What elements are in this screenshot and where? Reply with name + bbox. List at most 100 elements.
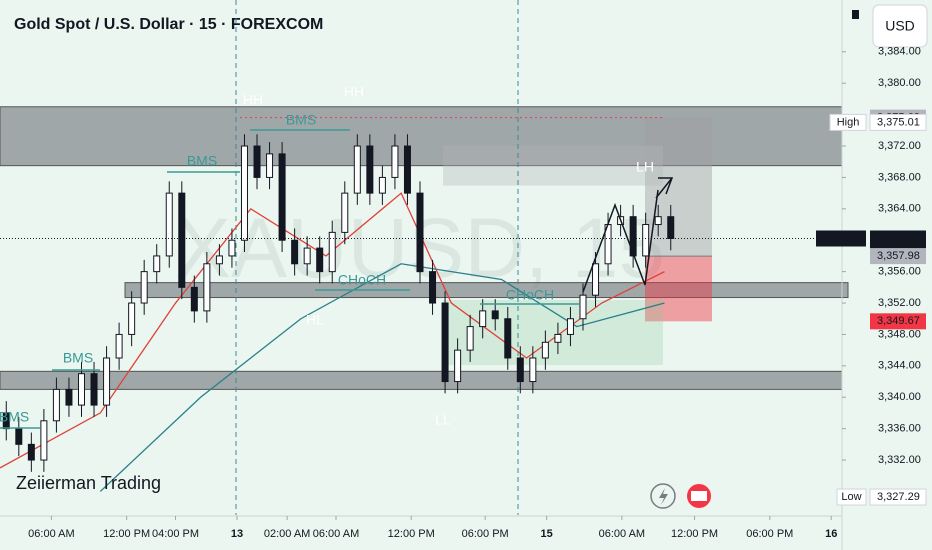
x-tick-label: 06:00 AM (599, 528, 645, 540)
price-label: 3,327.29 (877, 491, 920, 503)
annotation: BMS (63, 350, 93, 366)
currency-button[interactable] (872, 4, 928, 48)
y-tick-label: 3,368.00 (878, 171, 921, 183)
price-tag-box (836, 488, 867, 506)
price-label: 3,375.01 (877, 116, 920, 128)
y-tick-label: 3,340.00 (878, 391, 921, 403)
y-tick-label: 3,380.00 (878, 77, 921, 89)
candle-body (441, 302, 449, 383)
annotation: HH (243, 92, 263, 108)
price-tag: XAUUSD (818, 232, 864, 244)
annotation: LL (435, 412, 451, 428)
candle-body (103, 357, 111, 406)
annotation: BMS (0, 409, 29, 425)
candle-body (529, 357, 537, 383)
range-box (443, 145, 663, 186)
menu-icon[interactable] (852, 10, 859, 19)
zigzag (582, 177, 674, 293)
candle-body (253, 145, 261, 178)
annotation: BMS (187, 153, 217, 169)
candle-body (52, 388, 60, 422)
candle-body (592, 263, 600, 296)
position-target (645, 117, 712, 257)
chart-title: Gold Spot / U.S. Dollar · 15 · FOREXCOM (14, 16, 323, 33)
y-tick-label: 3,372.00 (878, 140, 921, 152)
candle-body (228, 239, 236, 257)
candle-body (416, 192, 424, 273)
price-tag: High (837, 116, 860, 128)
zone (124, 282, 849, 299)
annotation: HL (306, 312, 324, 328)
y-tick-label: 3,336.00 (878, 423, 921, 435)
candle-body (40, 420, 48, 461)
candle-body (516, 357, 524, 383)
price-tag: Low (841, 491, 861, 503)
candle-body (266, 153, 274, 178)
candle-body (128, 302, 136, 335)
lightning-glyph (659, 488, 668, 505)
price-label-box (870, 313, 926, 330)
price-tag-box (829, 113, 867, 131)
candle-body (278, 153, 286, 241)
x-tick-label: 06:00 AM (28, 528, 74, 540)
candle-body (328, 231, 336, 273)
candle-body (454, 349, 462, 383)
price-label: 3,360.22 (877, 232, 920, 244)
candle-body (291, 239, 299, 265)
candle-body (654, 216, 662, 226)
branding: Zeiierman Trading (16, 473, 161, 493)
candle-body (491, 310, 499, 320)
candle-body (178, 192, 186, 288)
candle-body (153, 255, 161, 273)
y-tick-label: 3,332.00 (878, 454, 921, 466)
candle-body (629, 216, 637, 257)
range-box-green (443, 300, 663, 365)
candle-body (541, 341, 549, 359)
moving-average (0, 192, 665, 469)
annotation: CHoCH (338, 272, 386, 288)
candle-body (140, 271, 148, 304)
y-tick-label: 3,356.00 (878, 266, 921, 278)
x-tick-label: 12:00 PM (103, 528, 150, 540)
lightning-icon[interactable] (650, 483, 676, 509)
moving-average (99, 263, 665, 492)
annotation: BMS (286, 112, 316, 128)
candle-body (579, 294, 587, 320)
candle-body (215, 255, 223, 265)
candle-body (77, 373, 85, 406)
price-label: 3,349.67 (877, 315, 920, 327)
x-tick-label: 16 (825, 528, 837, 540)
candle-body (203, 263, 211, 312)
candle-body (65, 388, 73, 406)
y-tick-label: 3,344.00 (878, 360, 921, 372)
candle-body (504, 318, 512, 359)
annotation: CHoCH (506, 287, 554, 303)
position-stop (645, 256, 712, 322)
candle-body (165, 192, 173, 257)
y-tick-label: 3,364.00 (878, 203, 921, 215)
x-tick-label: 04:00 PM (152, 528, 199, 540)
candle-body (27, 443, 35, 461)
zone (0, 106, 843, 167)
candle-body (479, 310, 487, 328)
candle-body (566, 318, 574, 335)
y-tick-label: 3,384.00 (878, 46, 921, 58)
x-tick-label: 02:00 AM (264, 528, 310, 540)
candle-body (15, 428, 23, 445)
price-label-box (869, 113, 927, 131)
candle-body (303, 247, 311, 265)
x-tick-label: 13 (231, 528, 243, 540)
currency-button-label[interactable]: USD (885, 18, 915, 34)
x-tick-label: 06:00 AM (313, 528, 359, 540)
y-tick-label: 3,352.00 (878, 297, 921, 309)
y-tick-label: 3,348.00 (878, 328, 921, 340)
candle-body (403, 145, 411, 194)
candle-body (554, 333, 562, 343)
price-label: 3,357.98 (877, 250, 920, 262)
price-label-box (870, 248, 926, 265)
candle-body (316, 247, 324, 273)
annotation: HH (344, 84, 364, 100)
candle-body (353, 145, 361, 194)
candle-body (190, 286, 198, 312)
